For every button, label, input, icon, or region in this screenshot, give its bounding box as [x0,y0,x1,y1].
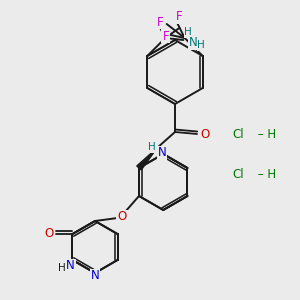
Text: F: F [156,16,163,28]
Text: O: O [200,128,210,140]
Text: N: N [158,146,166,160]
Text: N: N [66,260,75,272]
Text: Cl: Cl [232,128,244,142]
Text: N: N [189,37,198,50]
Text: Cl: Cl [232,169,244,182]
Text: F: F [162,29,169,43]
Text: H: H [184,27,192,37]
Text: H: H [148,142,156,152]
Text: O: O [45,227,54,241]
Polygon shape [137,148,157,170]
Text: F: F [176,11,182,23]
Text: O: O [117,211,127,224]
Text: N: N [91,269,99,283]
Text: H: H [197,40,205,50]
Text: H: H [58,263,65,273]
Text: – H: – H [254,128,276,142]
Text: – H: – H [254,169,276,182]
